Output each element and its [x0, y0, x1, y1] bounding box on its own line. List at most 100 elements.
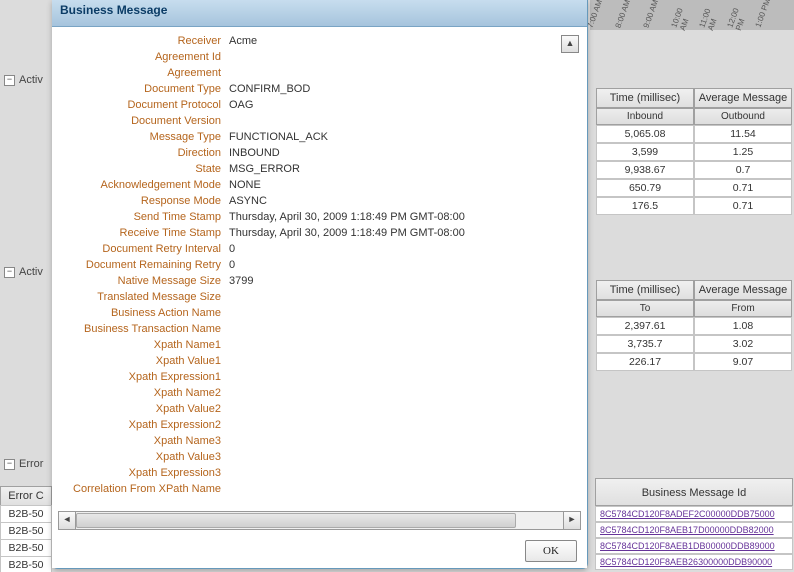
scroll-up-button[interactable]: ▲	[561, 35, 579, 53]
scroll-track[interactable]	[76, 512, 563, 529]
detail-row: Agreement Id	[58, 49, 581, 65]
detail-value: 0	[225, 257, 581, 273]
detail-row: Business Action Name	[58, 305, 581, 321]
table-cell: 9,938.67	[596, 161, 694, 179]
detail-label: Xpath Expression1	[58, 369, 225, 385]
detail-label: Business Action Name	[58, 305, 225, 321]
scroll-thumb[interactable]	[76, 513, 516, 528]
detail-label: Business Transaction Name	[58, 321, 225, 337]
detail-row: Xpath Value3	[58, 449, 581, 465]
detail-row: Message TypeFUNCTIONAL_ACK	[58, 129, 581, 145]
detail-row: Xpath Name3	[58, 433, 581, 449]
detail-label: Xpath Name3	[58, 433, 225, 449]
ruler-tick: 1:00 PM	[754, 0, 783, 33]
detail-row: Document Retry Interval0	[58, 241, 581, 257]
detail-row: Xpath Expression1	[58, 369, 581, 385]
detail-value: FUNCTIONAL_ACK	[225, 129, 581, 145]
table-cell: 3.02	[694, 335, 792, 353]
collapse-icon[interactable]: −	[4, 267, 15, 278]
detail-label: Direction	[58, 145, 225, 161]
detail-row: Business Transaction Name	[58, 321, 581, 337]
detail-row: DirectionINBOUND	[58, 145, 581, 161]
detail-label: Native Message Size	[58, 273, 225, 289]
dialog-title: Business Message	[52, 0, 587, 27]
error-cell: B2B-50	[0, 505, 52, 523]
col-sub-to: To	[596, 300, 694, 317]
detail-value	[225, 305, 581, 321]
detail-row: Document TypeCONFIRM_BOD	[58, 81, 581, 97]
detail-row: Response ModeASYNC	[58, 193, 581, 209]
detail-label: Agreement Id	[58, 49, 225, 65]
error-col-header: Error C	[0, 486, 52, 506]
detail-value: OAG	[225, 97, 581, 113]
section-label-text: Error	[19, 458, 43, 470]
detail-label: Correlation From XPath Name	[58, 481, 225, 497]
detail-value: NONE	[225, 177, 581, 193]
detail-value: 0	[225, 241, 581, 257]
table-cell: 1.25	[694, 143, 792, 161]
section-error: −Error	[4, 458, 43, 470]
detail-value	[225, 49, 581, 65]
detail-value	[225, 113, 581, 129]
detail-row: Receive Time StampThursday, April 30, 20…	[58, 225, 581, 241]
col-header-avg: Average Message	[694, 280, 792, 300]
error-cell: B2B-50	[0, 522, 52, 540]
collapse-icon[interactable]: −	[4, 459, 15, 470]
section-label-text: Activ	[19, 74, 43, 86]
detail-value	[225, 353, 581, 369]
dialog-footer: OK	[52, 534, 587, 568]
detail-label: State	[58, 161, 225, 177]
ruler-tick: 12:00 PM	[725, 0, 754, 33]
detail-row: Acknowledgement ModeNONE	[58, 177, 581, 193]
error-cell: B2B-50	[0, 556, 52, 572]
detail-row: ReceiverAcme	[58, 33, 581, 49]
ruler-tick: 10:00 AM	[669, 0, 698, 33]
detail-row: Send Time StampThursday, April 30, 2009 …	[58, 209, 581, 225]
ruler-tick: 9:00 AM	[642, 0, 671, 33]
detail-row: Xpath Value1	[58, 353, 581, 369]
table-cell: 2,397.61	[596, 317, 694, 335]
col-sub-outbound: Outbound	[694, 108, 792, 125]
dialog-hscrollbar[interactable]: ◄ ►	[58, 511, 581, 530]
table-cell: 0.7	[694, 161, 792, 179]
table-cell: 9.07	[694, 353, 792, 371]
section-label-text: Activ	[19, 266, 43, 278]
table-cell: 176.5	[596, 197, 694, 215]
section-active-1: −Activ	[4, 74, 43, 86]
detail-label: Xpath Name2	[58, 385, 225, 401]
error-cell: B2B-50	[0, 539, 52, 557]
detail-label: Acknowledgement Mode	[58, 177, 225, 193]
detail-value	[225, 289, 581, 305]
ok-button[interactable]: OK	[525, 540, 577, 562]
detail-label: Document Protocol	[58, 97, 225, 113]
detail-row: Correlation From XPath Name	[58, 481, 581, 497]
detail-row: Document Remaining Retry0	[58, 257, 581, 273]
detail-value	[225, 401, 581, 417]
message-id-link[interactable]: 8C5784CD120F8AEB26300000DDB90000	[595, 554, 793, 570]
collapse-icon[interactable]: −	[4, 75, 15, 86]
scroll-left-button[interactable]: ◄	[59, 512, 76, 529]
detail-label: Xpath Expression3	[58, 465, 225, 481]
metrics-table-1: Time (millisec) Average Message Inbound …	[596, 88, 792, 215]
detail-label: Response Mode	[58, 193, 225, 209]
scroll-right-button[interactable]: ►	[563, 512, 580, 529]
message-id-link[interactable]: 8C5784CD120F8AEB17D00000DDB82000	[595, 522, 793, 538]
table-cell: 226.17	[596, 353, 694, 371]
detail-value	[225, 481, 581, 497]
detail-value	[225, 433, 581, 449]
detail-value: 3799	[225, 273, 581, 289]
detail-label: Xpath Value3	[58, 449, 225, 465]
detail-label: Translated Message Size	[58, 289, 225, 305]
message-id-link[interactable]: 8C5784CD120F8ADEF2C00000DDB75000	[595, 506, 793, 522]
detail-value	[225, 449, 581, 465]
detail-value: Thursday, April 30, 2009 1:18:49 PM GMT-…	[225, 225, 581, 241]
message-id-link[interactable]: 8C5784CD120F8AEB1DB00000DDB89000	[595, 538, 793, 554]
table-cell: 3,599	[596, 143, 694, 161]
detail-row: Native Message Size3799	[58, 273, 581, 289]
detail-row: Translated Message Size	[58, 289, 581, 305]
detail-row: Xpath Name1	[58, 337, 581, 353]
detail-value	[225, 465, 581, 481]
metrics-table-2: Time (millisec) Average Message To From …	[596, 280, 792, 371]
detail-label: Xpath Expression2	[58, 417, 225, 433]
col-sub-from: From	[694, 300, 792, 317]
